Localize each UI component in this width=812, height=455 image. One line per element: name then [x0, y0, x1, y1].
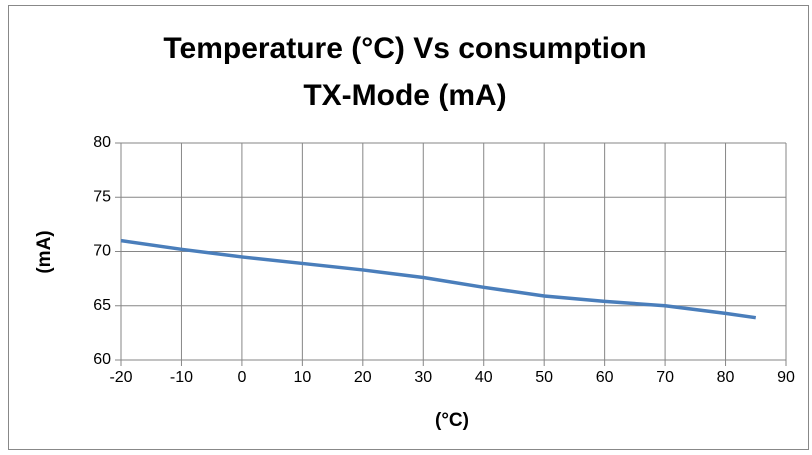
x-tick-label: 50 [535, 369, 553, 386]
y-tick-label: 80 [93, 134, 111, 151]
x-tick-label: -10 [170, 369, 193, 386]
chart-title: Temperature (°C) Vs consumption [163, 32, 646, 65]
x-tick-label: 60 [596, 369, 614, 386]
y-axis-label: (mA) [34, 230, 55, 273]
y-tick-label: 65 [93, 297, 111, 314]
x-tick-label: 40 [475, 369, 493, 386]
x-tick-label: 10 [293, 369, 311, 386]
x-axis-label: (°C) [435, 410, 469, 431]
data-line [120, 238, 757, 320]
x-tick-label: 70 [656, 369, 674, 386]
x-tick-label: 30 [414, 369, 432, 386]
chart-border [8, 5, 809, 450]
chart-title: TX-Mode (mA) [303, 79, 506, 112]
y-tick-label: 70 [93, 243, 111, 260]
x-tick-label: 90 [777, 369, 795, 386]
x-tick-label: 80 [717, 369, 735, 386]
y-tick-label: 75 [93, 188, 111, 205]
x-tick-label: 0 [237, 369, 246, 386]
y-tick-label: 60 [93, 351, 111, 368]
x-tick-label: -20 [109, 369, 132, 386]
x-tick-label: 20 [354, 369, 372, 386]
